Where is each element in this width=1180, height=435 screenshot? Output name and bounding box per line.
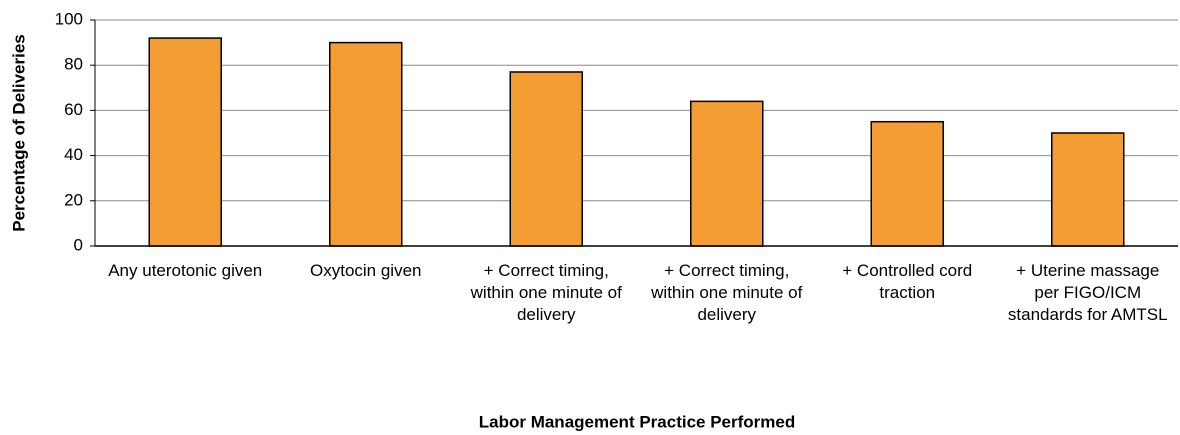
bar bbox=[509, 71, 583, 247]
x-tick-label: Any uterotonic given bbox=[108, 261, 263, 280]
y-tick-label: 60 bbox=[64, 100, 83, 119]
x-axis-label: Labor Management Practice Performed bbox=[479, 412, 795, 431]
x-tick-label-box: + Correct timing, within one minute of d… bbox=[651, 261, 803, 324]
x-tick-label: Oxytocin given bbox=[310, 261, 422, 280]
y-axis-label: Percentage of Deliveries bbox=[9, 34, 28, 231]
y-tick-label: 100 bbox=[55, 9, 83, 28]
x-tick-label: + Correct timing, within one minute of d… bbox=[651, 261, 803, 324]
x-tick-label-box: + Controlled cord traction bbox=[842, 261, 973, 302]
x-tick-label: + Controlled cord traction bbox=[842, 261, 973, 302]
y-tick-label: 20 bbox=[64, 190, 83, 209]
y-tick-label: 80 bbox=[64, 55, 83, 74]
bar bbox=[690, 100, 764, 247]
bar bbox=[148, 37, 222, 247]
x-tick-label-box: + Correct timing, within one minute of d… bbox=[470, 261, 622, 324]
x-tick-label-box: Oxytocin given bbox=[310, 261, 422, 280]
bar bbox=[870, 120, 944, 247]
y-tick-label: 40 bbox=[64, 145, 83, 164]
x-tick-label-box: + Uterine massage per FIGO/ICM standards… bbox=[1007, 261, 1168, 324]
x-tick-label: + Uterine massage per FIGO/ICM standards… bbox=[1007, 261, 1168, 324]
bar bbox=[329, 41, 403, 247]
bar bbox=[1051, 132, 1125, 247]
x-tick-label: + Correct timing, within one minute of d… bbox=[470, 261, 622, 324]
y-tick-label: 0 bbox=[74, 235, 83, 254]
x-tick-label-box: Any uterotonic given bbox=[108, 261, 263, 280]
